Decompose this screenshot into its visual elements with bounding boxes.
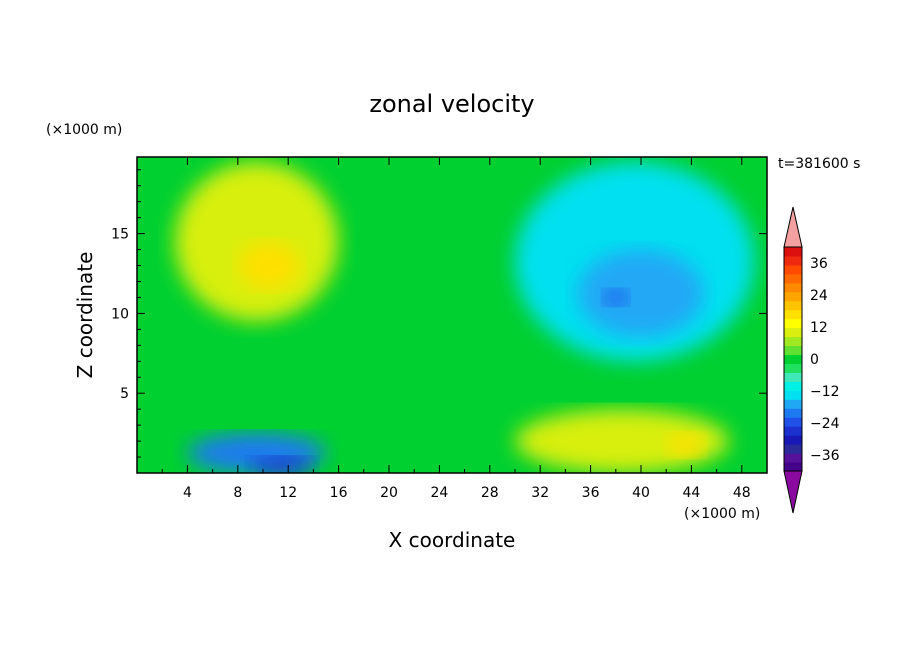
colorbar-swatch [784, 444, 802, 454]
colorbar-tick-label: 0 [810, 352, 819, 368]
y-tick-label: 10 [111, 306, 129, 322]
colorbar-tick-label: −24 [810, 416, 840, 432]
y-unit-label: (×1000 m) [46, 122, 122, 138]
x-tick-label: 16 [330, 485, 348, 501]
colorbar-swatch [784, 390, 802, 400]
chart-title: zonal velocity [369, 90, 534, 118]
colorbar-swatch [784, 363, 802, 373]
colorbar-tick-label: −36 [810, 448, 840, 464]
x-tick-label: 12 [279, 485, 297, 501]
x-tick-label: 36 [582, 485, 600, 501]
x-tick-label: 4 [183, 485, 192, 501]
colorbar-swatch [784, 453, 802, 463]
y-tick-label: 5 [120, 386, 129, 402]
colorbar-swatch [784, 345, 802, 356]
y-tick-label: 15 [111, 227, 129, 243]
colorbar: 36 24 12 0 −12 −24 −36 [783, 206, 840, 514]
colorbar-swatch [784, 372, 802, 382]
colorbar-swatch [784, 273, 802, 284]
colorbar-swatch [784, 435, 802, 445]
colorbar-tick-label: 24 [810, 288, 828, 304]
x-tick-label: 40 [632, 485, 650, 501]
y-axis-title: Z coordinate [73, 252, 97, 379]
colorbar-swatch [784, 399, 802, 409]
field-region [237, 241, 301, 290]
colorbar-swatch [784, 282, 802, 293]
plot-frame [136, 156, 768, 474]
colorbar-frame [783, 246, 803, 472]
field-region [174, 161, 339, 322]
colorbar-swatch [784, 426, 802, 436]
colorbar-swatch [784, 309, 802, 320]
colorbar-under-arrow [783, 470, 803, 514]
x-tick-label: 8 [233, 485, 242, 501]
colorbar-swatch [784, 300, 802, 311]
colorbar-over-arrow [783, 206, 803, 248]
colorbar-swatch [784, 408, 802, 418]
x-tick-label: 44 [682, 485, 700, 501]
colorbar-swatch [784, 417, 802, 427]
x-tick-label: 28 [481, 485, 499, 501]
field-region [515, 409, 730, 473]
time-label: t=381600 s [778, 156, 860, 172]
colorbar-swatch [784, 255, 802, 266]
colorbar-swatch [784, 381, 802, 391]
x-tick-label: 32 [531, 485, 549, 501]
colorbar-swatch [784, 336, 802, 347]
field-region [603, 289, 629, 306]
colorbar-swatch [784, 354, 802, 364]
x-tick-label: 48 [733, 485, 751, 501]
colorbar-swatch [784, 318, 802, 329]
x-tick-label: 20 [380, 485, 398, 501]
colorbar-tick-label: −12 [810, 384, 840, 400]
x-tick-label: 24 [430, 485, 448, 501]
velocity-field [137, 157, 767, 473]
x-unit-label: (×1000 m) [684, 506, 760, 522]
colorbar-swatch [784, 462, 802, 472]
colorbar-swatch [784, 327, 802, 338]
field-region [666, 433, 704, 458]
x-axis: 4 8 12 16 20 24 28 32 36 40 44 48 [161, 157, 751, 501]
colorbar-tick-label: 12 [810, 320, 828, 336]
colorbar-swatch [784, 247, 802, 257]
colorbar-swatch [784, 291, 802, 302]
x-axis-title: X coordinate [389, 528, 516, 552]
field-region [250, 457, 314, 473]
colorbar-tick-label: 36 [810, 256, 828, 272]
field-region [578, 249, 704, 338]
colorbar-swatch [784, 264, 802, 275]
y-axis: 5 10 15 [111, 169, 767, 458]
